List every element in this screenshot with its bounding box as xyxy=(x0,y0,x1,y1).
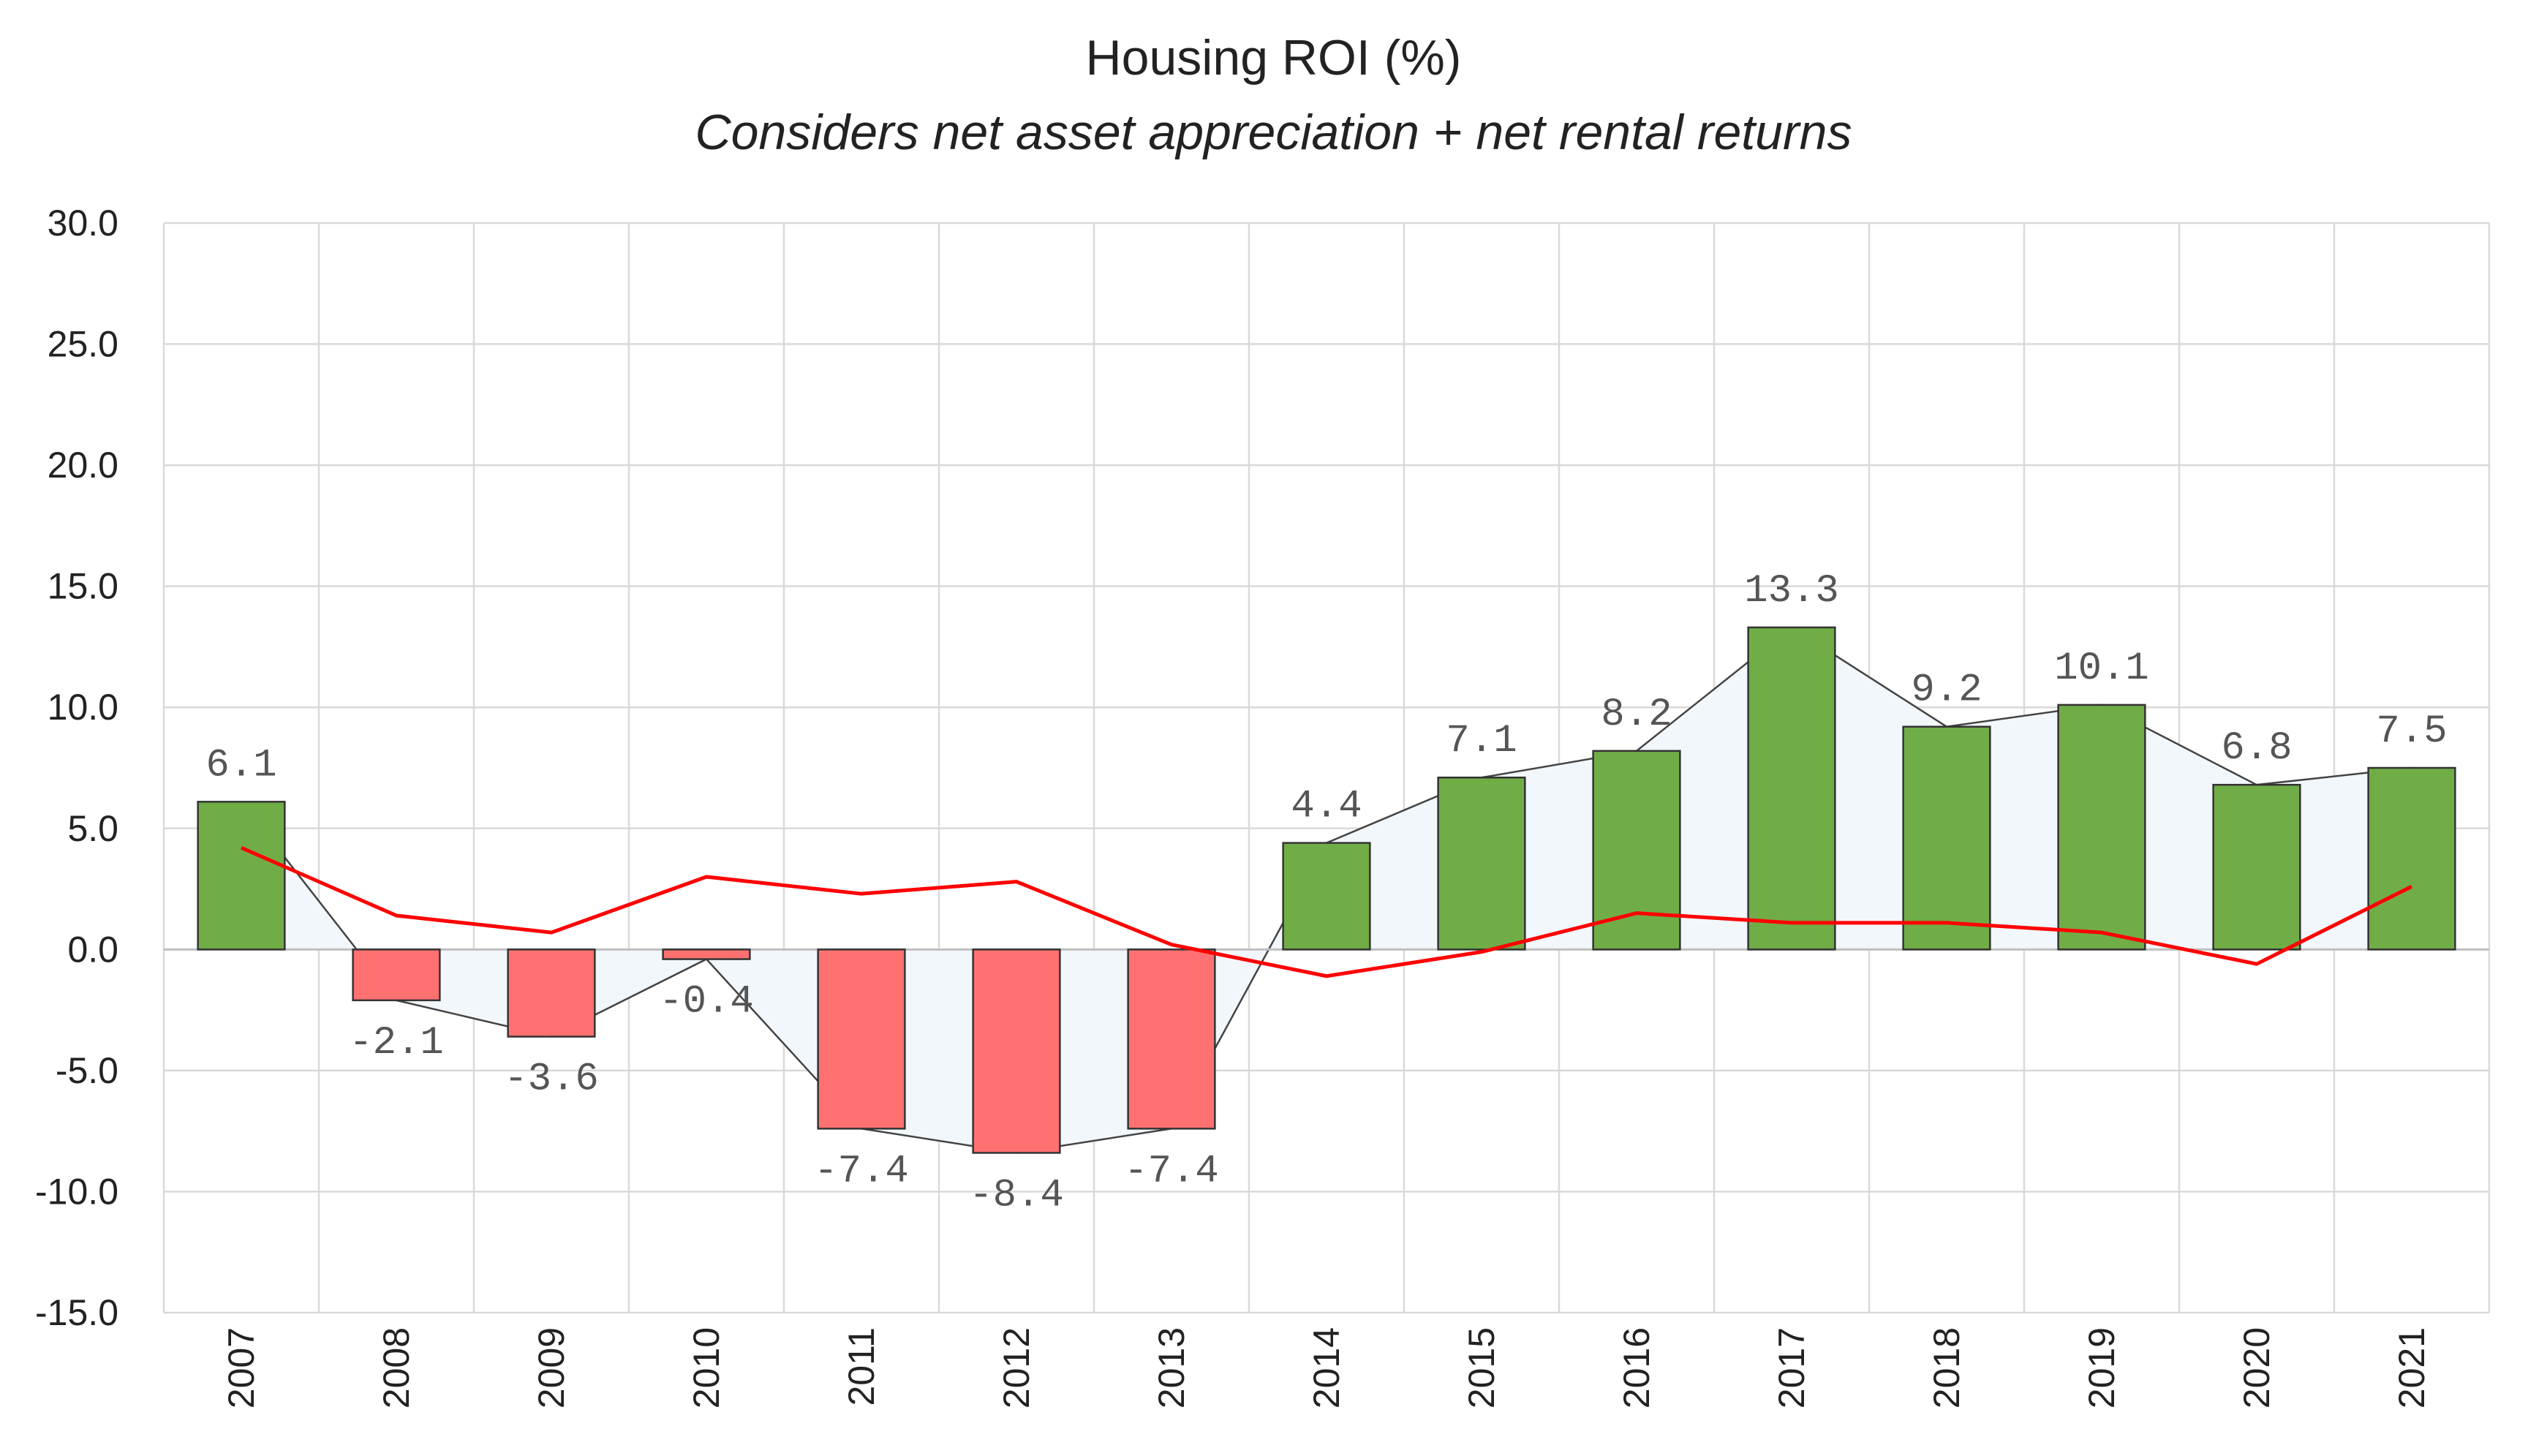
bar-2021 xyxy=(2367,766,2456,951)
bar-2019 xyxy=(2057,704,2146,951)
bar-2018 xyxy=(1902,725,1991,951)
y-tick-label: 15.0 xyxy=(48,566,118,607)
data-label-2010: -0.4 xyxy=(659,980,754,1025)
y-tick-label: -15.0 xyxy=(35,1292,118,1333)
x-tick-label: 2009 xyxy=(531,1327,572,1408)
bar-2009 xyxy=(507,948,596,1038)
bar-2007 xyxy=(197,801,286,951)
data-label-2018: 9.2 xyxy=(1911,668,1982,713)
bar-2012 xyxy=(972,948,1061,1154)
line-series xyxy=(240,845,2413,978)
bar-2014 xyxy=(1282,842,1371,951)
x-tick-label: 2013 xyxy=(1151,1327,1192,1408)
y-tick-label: 30.0 xyxy=(48,203,118,244)
bar-2008 xyxy=(352,948,441,1002)
bar-2015 xyxy=(1437,776,1526,951)
data-label-2013: -7.4 xyxy=(1124,1149,1219,1193)
bar-2011 xyxy=(817,948,906,1130)
y-tick-label: -5.0 xyxy=(56,1050,118,1091)
x-tick-label: 2008 xyxy=(376,1327,417,1408)
bar-2013 xyxy=(1127,948,1216,1130)
y-tick-label: 25.0 xyxy=(48,324,118,365)
y-tick-label: 20.0 xyxy=(48,445,118,486)
data-label-2017: 13.3 xyxy=(1744,569,1839,614)
bar-2010 xyxy=(662,948,751,960)
x-tick-label: 2018 xyxy=(1926,1327,1967,1408)
y-tick-label: 0.0 xyxy=(67,929,118,970)
data-label-2019: 10.1 xyxy=(2054,646,2149,691)
y-tick-label: 10.0 xyxy=(48,687,118,728)
x-tick-label: 2016 xyxy=(1616,1327,1657,1408)
data-label-2020: 6.8 xyxy=(2221,726,2292,771)
bar-2017 xyxy=(1747,626,1836,951)
data-label-2014: 4.4 xyxy=(1291,785,1362,829)
data-label-2012: -8.4 xyxy=(969,1173,1064,1218)
y-tick-label: -10.0 xyxy=(35,1171,118,1212)
x-tick-label: 2021 xyxy=(2391,1327,2432,1408)
y-tick-label: 5.0 xyxy=(67,808,118,849)
x-tick-label: 2007 xyxy=(221,1327,262,1408)
x-tick-label: 2010 xyxy=(686,1327,727,1408)
data-label-2009: -3.6 xyxy=(504,1057,599,1102)
data-label-2011: -7.4 xyxy=(814,1149,909,1193)
x-tick-label: 2015 xyxy=(1461,1327,1502,1408)
x-tick-label: 2017 xyxy=(1771,1327,1812,1408)
x-tick-label: 2014 xyxy=(1306,1327,1347,1408)
chart-title: Housing ROI (%) xyxy=(1085,30,1462,86)
data-label-2015: 7.1 xyxy=(1446,719,1517,763)
x-tick-label: 2019 xyxy=(2081,1327,2122,1408)
data-label-2008: -2.1 xyxy=(349,1021,444,1065)
x-tick-label: 2012 xyxy=(996,1327,1037,1408)
data-label-2021: 7.5 xyxy=(2376,709,2447,754)
chart-subtitle: Considers net asset appreciation + net r… xyxy=(695,105,1852,160)
x-tick-label: 2011 xyxy=(841,1327,882,1406)
data-label-2007: 6.1 xyxy=(205,743,276,788)
x-tick-label: 2020 xyxy=(2236,1327,2277,1408)
data-label-2016: 8.2 xyxy=(1601,693,1672,737)
bar-2020 xyxy=(2212,783,2301,951)
